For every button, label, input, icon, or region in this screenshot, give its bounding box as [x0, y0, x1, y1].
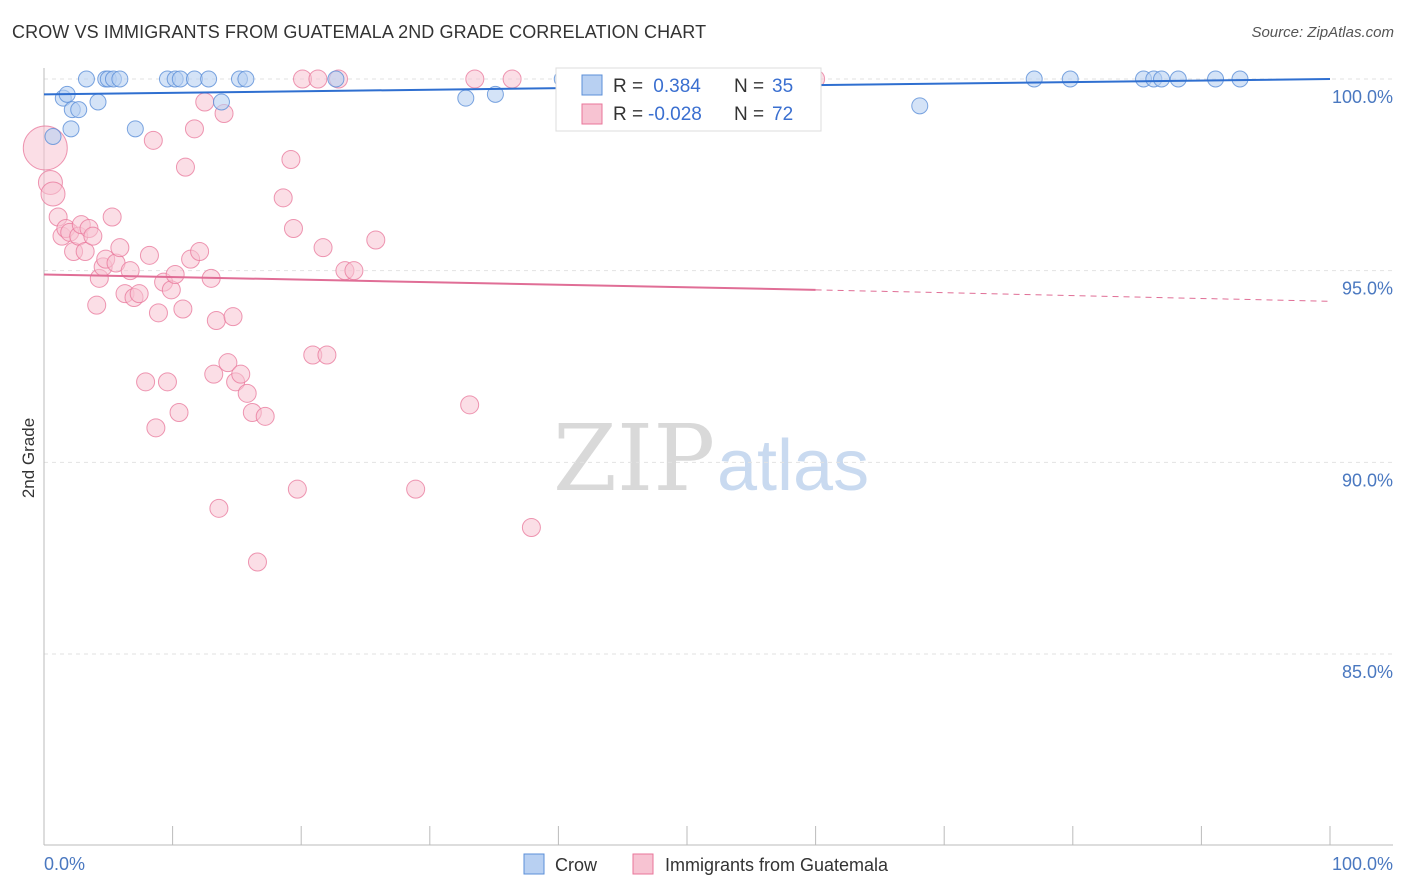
point-guatemala — [157, 372, 177, 392]
point-crow — [171, 70, 189, 88]
point-guatemala — [255, 406, 275, 426]
point-crow — [200, 70, 218, 88]
point-guatemala — [87, 295, 107, 315]
point-crow — [212, 93, 230, 111]
point-crow — [1207, 70, 1225, 88]
point-guatemala — [190, 242, 210, 261]
point-guatemala — [136, 372, 156, 392]
bottom-legend-guatemala: Immigrants from Guatemala — [665, 855, 889, 875]
point-guatemala — [313, 238, 333, 258]
point-guatemala — [195, 92, 215, 112]
legend-guatemala-r-label: R = — [613, 104, 643, 125]
point-guatemala — [317, 345, 337, 365]
point-crow — [1231, 70, 1249, 88]
point-guatemala — [102, 207, 122, 227]
y-tick-label-90: 90.0% — [1342, 470, 1393, 490]
point-guatemala — [204, 364, 224, 384]
point-guatemala — [406, 479, 426, 499]
point-crow — [89, 93, 107, 111]
point-guatemala — [281, 150, 301, 169]
point-crow — [44, 128, 62, 145]
x-tick-label-0: 0.0% — [44, 854, 85, 874]
point-guatemala — [231, 364, 251, 384]
y-tick-label-85: 85.0% — [1342, 662, 1393, 682]
point-guatemala — [209, 498, 229, 518]
point-guatemala — [173, 299, 193, 319]
point-crow — [457, 89, 475, 107]
point-crow — [327, 70, 345, 88]
point-crow — [1169, 70, 1187, 88]
chart-title: CROW VS IMMIGRANTS FROM GUATEMALA 2ND GR… — [12, 22, 707, 42]
trend-line-guatemala-extension — [815, 289, 1331, 302]
point-crow — [911, 97, 929, 115]
point-guatemala — [223, 307, 243, 327]
point-guatemala — [169, 403, 189, 422]
point-crow — [237, 70, 255, 88]
point-guatemala — [165, 265, 185, 284]
point-guatemala — [218, 353, 238, 373]
bottom-legend-crow: Crow — [555, 855, 598, 875]
point-guatemala — [184, 119, 204, 139]
point-guatemala — [273, 188, 293, 208]
x-ticks — [43, 826, 1331, 845]
point-guatemala — [148, 303, 168, 323]
legend-guatemala-r-value: -0.028 — [648, 104, 702, 125]
series-guatemala — [22, 69, 826, 572]
point-guatemala — [129, 284, 149, 304]
point-guatemala — [344, 261, 364, 281]
bottom-legend-swatch-guatemala — [632, 853, 654, 875]
point-guatemala — [143, 130, 163, 150]
legend-crow-n-label: N = — [734, 76, 764, 97]
watermark-atlas: atlas — [717, 426, 869, 506]
legend-guatemala-n-value: 72 — [772, 104, 793, 125]
point-crow — [1061, 70, 1079, 88]
bottom-legend: Crow Immigrants from Guatemala — [523, 853, 889, 875]
x-tick-label-100: 100.0% — [1332, 854, 1393, 874]
point-guatemala — [308, 69, 328, 89]
legend-crow-r-label: R = — [613, 76, 643, 97]
point-guatemala — [83, 226, 103, 246]
point-crow — [70, 101, 88, 119]
point-guatemala — [247, 552, 267, 572]
legend-box: R = 0.384 N = 35 R = -0.028 N = 72 — [555, 67, 822, 132]
point-crow — [111, 70, 129, 88]
point-crow — [77, 70, 95, 88]
point-guatemala — [139, 245, 159, 265]
legend-crow-r-value: 0.384 — [648, 76, 701, 97]
point-guatemala — [366, 230, 386, 250]
point-guatemala — [465, 69, 485, 89]
y-tick-labels: 100.0% 95.0% 90.0% 85.0% — [1332, 87, 1393, 682]
point-guatemala — [146, 418, 166, 438]
y-axis-title: 2nd Grade — [19, 418, 38, 498]
trend-line-guatemala — [43, 273, 816, 291]
point-guatemala — [75, 242, 95, 261]
point-crow — [62, 120, 80, 138]
point-guatemala — [40, 181, 66, 207]
point-crow — [126, 120, 144, 138]
point-guatemala — [460, 395, 480, 415]
point-crow — [1153, 70, 1171, 88]
y-tick-label-100: 100.0% — [1332, 87, 1393, 107]
point-crow — [1025, 70, 1043, 88]
point-guatemala — [206, 311, 226, 330]
point-crow — [486, 85, 504, 103]
point-guatemala — [175, 157, 195, 177]
chart-source: Source: ZipAtlas.com — [1251, 24, 1394, 41]
point-guatemala — [283, 219, 303, 238]
legend-swatch-crow — [581, 74, 603, 96]
point-guatemala — [521, 518, 541, 537]
point-crow — [185, 70, 203, 88]
y-tick-label-95: 95.0% — [1342, 279, 1393, 299]
point-guatemala — [237, 383, 257, 403]
point-guatemala — [502, 69, 522, 89]
point-guatemala — [287, 479, 307, 499]
legend-swatch-guatemala — [581, 103, 603, 125]
point-guatemala — [110, 238, 130, 258]
watermark-zip: ZIP — [553, 405, 715, 512]
legend-crow-n-value: 35 — [772, 76, 793, 97]
legend-guatemala-n-label: N = — [734, 104, 764, 125]
bottom-legend-swatch-crow — [523, 853, 545, 875]
point-guatemala — [22, 125, 68, 171]
